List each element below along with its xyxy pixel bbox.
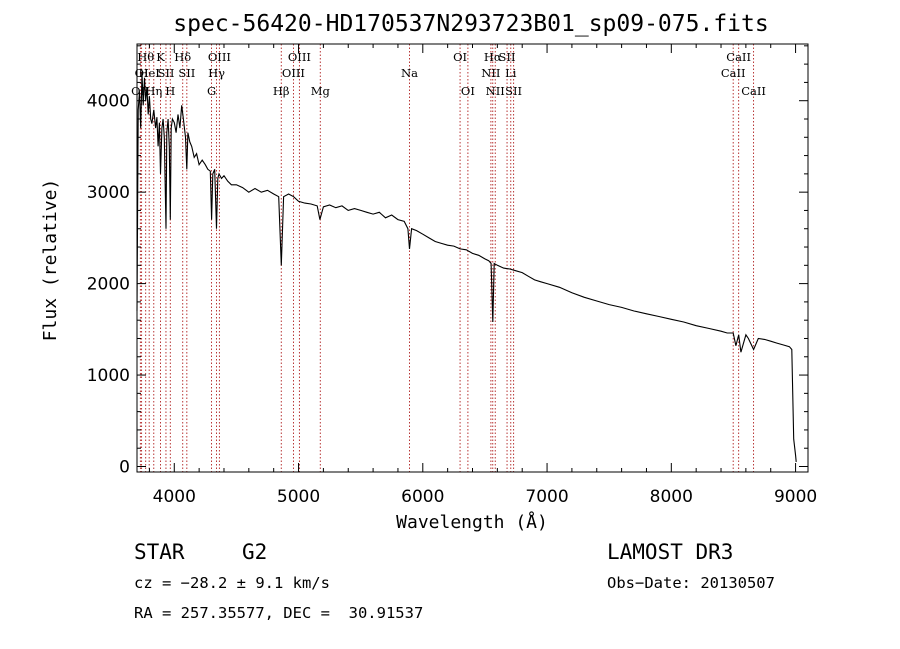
line-label-19: OI	[461, 84, 475, 98]
line-label-11: Hγ	[208, 66, 225, 80]
y-tick-label: 4000	[87, 92, 130, 112]
line-label-25: SII	[505, 84, 522, 98]
line-label-6: SII	[157, 66, 174, 80]
line-labels: OIIOIHθHeIHηKSIIHHδSIIGHγOIIIHβOIIIOIIIM…	[131, 50, 766, 98]
line-label-22: NII	[486, 84, 505, 98]
x-tick-label: 5000	[277, 487, 320, 507]
line-label-1: OI	[135, 66, 149, 80]
line-label-18: OI	[453, 50, 467, 64]
redshift-velocity: cz = −28.2 ± 9.1 km/s	[134, 574, 330, 592]
x-axis-ticks: 4000 5000 6000 7000 8000 9000	[148, 44, 817, 507]
line-label-23: SII	[499, 50, 516, 64]
line-label-27: CaII	[726, 50, 751, 64]
x-tick-label: 8000	[650, 487, 693, 507]
line-label-15: OIII	[288, 50, 311, 64]
line-label-8: Hδ	[174, 50, 191, 64]
plot-frame	[136, 43, 809, 473]
y-tick-label: 3000	[87, 183, 130, 203]
line-label-10: G	[207, 84, 216, 98]
line-label-14: OIII	[282, 66, 305, 80]
line-label-24: Li	[505, 66, 517, 80]
line-label-3: HeI	[138, 66, 159, 80]
spectrum-chart: spec-56420-HD170537N293723B01_sp09-075.f…	[40, 11, 817, 533]
y-tick-label: 2000	[87, 275, 130, 295]
line-label-5: K	[156, 50, 165, 64]
line-label-7: H	[165, 84, 175, 98]
line-label-20: NII	[481, 66, 500, 80]
coordinates: RA = 257.35577, DEC = 30.91537	[134, 604, 424, 622]
x-tick-label: 6000	[401, 487, 444, 507]
x-tick-label: 4000	[153, 487, 196, 507]
chart-title: spec-56420-HD170537N293723B01_sp09-075.f…	[173, 11, 768, 37]
y-tick-label: 1000	[87, 366, 130, 386]
y-tick-label: 0	[119, 458, 130, 478]
y-axis-label: Flux (relative)	[40, 179, 61, 342]
line-label-2: Hθ	[137, 50, 154, 64]
line-label-16: Mg	[311, 84, 331, 98]
line-markers	[139, 44, 755, 472]
line-label-13: Hβ	[273, 84, 290, 98]
line-label-12: OIII	[208, 50, 231, 64]
line-label-9: SII	[178, 66, 195, 80]
observation-date: Obs−Date: 20130507	[607, 574, 775, 592]
line-label-28: CaII	[741, 84, 766, 98]
line-label-17: Na	[401, 66, 418, 80]
object-class: STAR	[134, 540, 185, 564]
spectrum-line	[136, 73, 797, 462]
line-label-26: CaII	[721, 66, 746, 80]
survey-name: LAMOST DR3	[607, 540, 734, 564]
line-label-21: Hα	[484, 50, 502, 64]
x-axis-label: Wavelength (Å)	[396, 511, 548, 533]
y-axis-ticks: 0 1000 2000 3000 4000	[87, 45, 808, 478]
object-subclass: G2	[242, 540, 268, 564]
x-tick-label: 9000	[774, 487, 817, 507]
x-tick-label: 7000	[525, 487, 568, 507]
line-label-4: Hη	[145, 84, 162, 98]
